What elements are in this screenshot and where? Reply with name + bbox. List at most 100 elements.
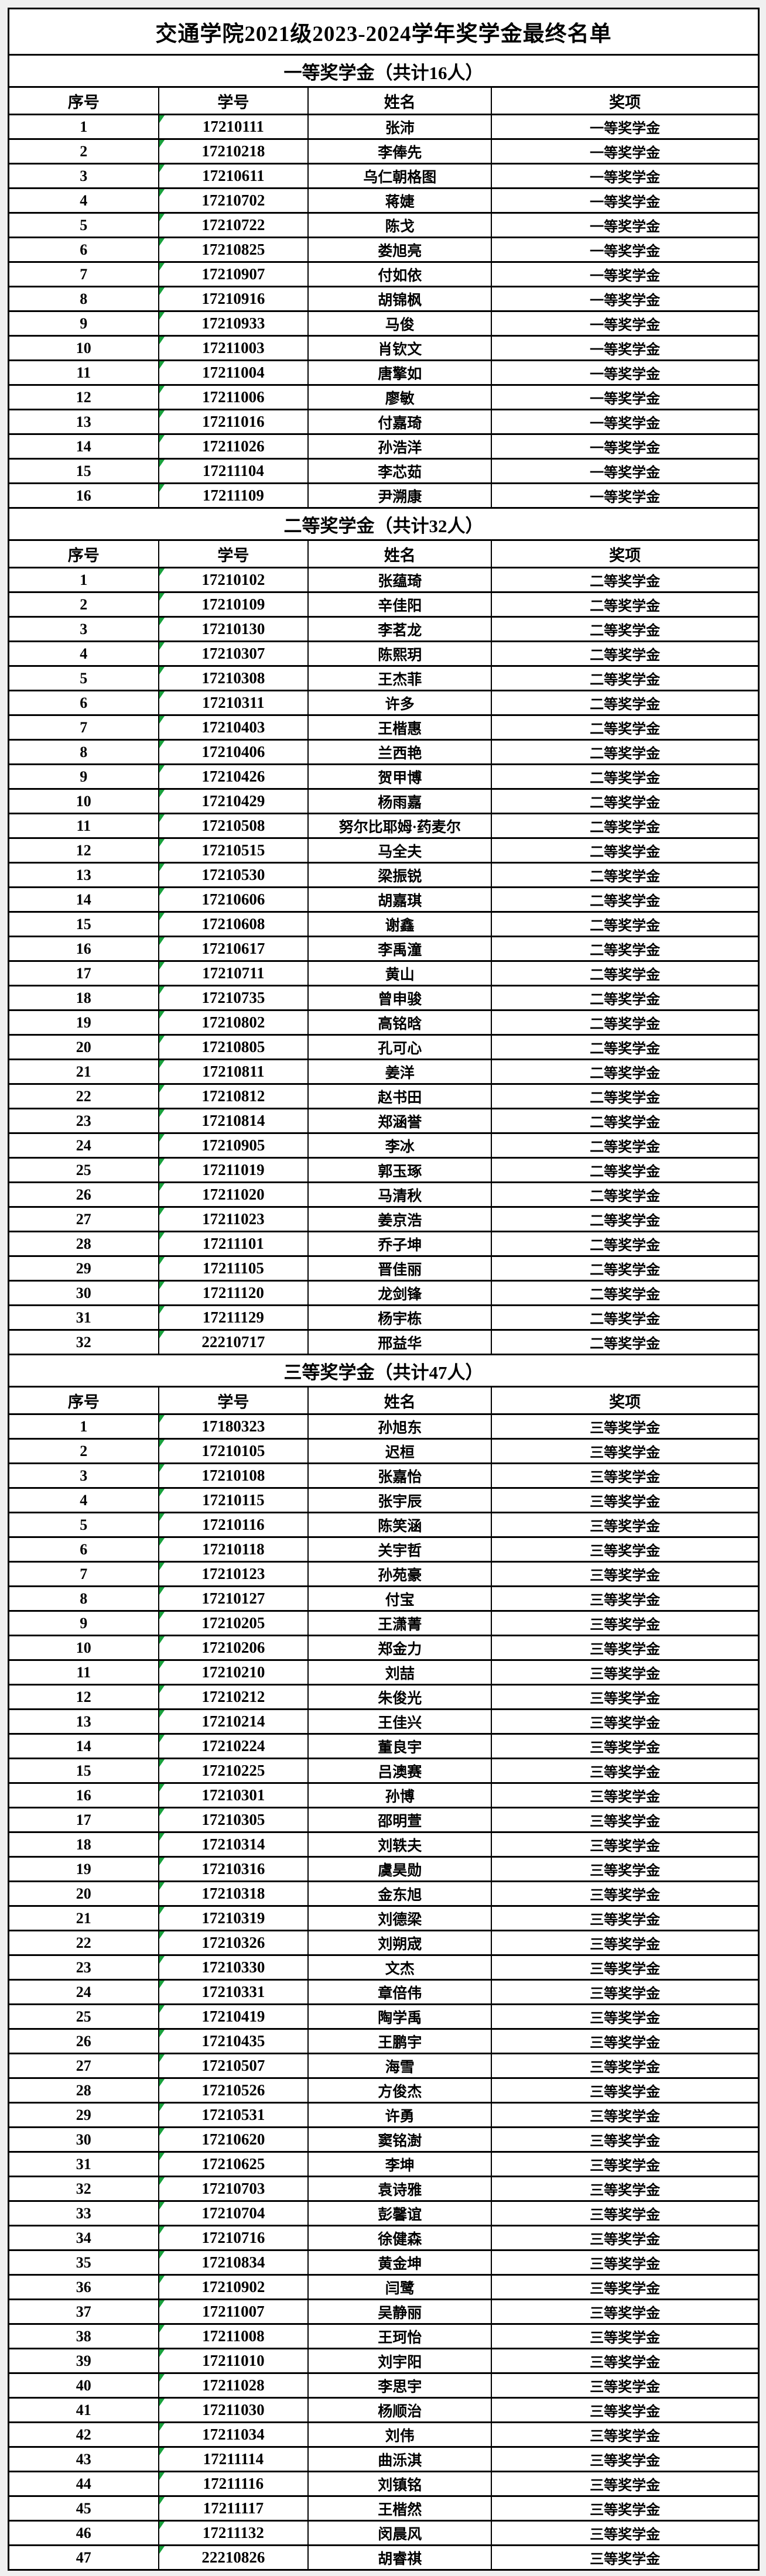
cell-name: 孙苑豪 bbox=[309, 1563, 493, 1585]
green-triangle-icon bbox=[159, 1489, 165, 1496]
cell-name: 杨宇栋 bbox=[309, 1306, 493, 1329]
cell-student-id: 17211129 bbox=[159, 1306, 309, 1329]
green-triangle-icon bbox=[159, 2522, 165, 2529]
cell-award: 二等奖学金 bbox=[590, 1287, 661, 1303]
table-row: 8 17210406 兰西艳 二等奖学金 bbox=[9, 741, 758, 765]
cell-name: 窦铭澍 bbox=[309, 2128, 493, 2151]
cell-award: 二等奖学金 bbox=[590, 599, 661, 614]
column-header-index: 序号 bbox=[9, 541, 159, 567]
cell-index: 33 bbox=[9, 2202, 159, 2225]
cell-student-id: 17210834 bbox=[159, 2251, 309, 2274]
cell-name: 张嘉怡 bbox=[309, 1464, 493, 1487]
table-row: 28 17211101 乔子坤 二等奖学金 bbox=[9, 1232, 758, 1257]
green-triangle-icon bbox=[159, 1306, 165, 1314]
cell-student-id: 17210224 bbox=[159, 1735, 309, 1758]
column-header-award: 奖项 bbox=[609, 93, 641, 111]
cell-name: 孙旭东 bbox=[309, 1415, 493, 1438]
cell-index: 7 bbox=[9, 263, 159, 286]
cell-award: 三等奖学金 bbox=[590, 2208, 661, 2223]
cell-name: 李坤 bbox=[309, 2153, 493, 2176]
cell-name: 高铭晗 bbox=[309, 1011, 493, 1034]
table-row: 31 17210625 李坤 三等奖学金 bbox=[9, 2153, 758, 2177]
cell-name: 付宝 bbox=[309, 1587, 493, 1610]
cell-award: 一等奖学金 bbox=[590, 293, 661, 309]
cell-index: 34 bbox=[9, 2226, 159, 2249]
cell-name: 廖敏 bbox=[309, 386, 493, 409]
table-row: 5 17210116 陈笑涵 三等奖学金 bbox=[9, 1513, 758, 1538]
cell-student-id: 17210406 bbox=[159, 741, 309, 763]
green-triangle-icon bbox=[159, 2104, 165, 2111]
cell-award: 二等奖学金 bbox=[590, 1017, 661, 1032]
green-triangle-icon bbox=[159, 1858, 165, 1865]
cell-index: 13 bbox=[9, 410, 159, 433]
cell-student-id: 17210316 bbox=[159, 1858, 309, 1880]
cell-index: 10 bbox=[9, 790, 159, 813]
cell-award: 三等奖学金 bbox=[590, 1470, 661, 1485]
cell-award: 二等奖学金 bbox=[590, 1263, 661, 1278]
green-triangle-icon bbox=[159, 2300, 165, 2308]
cell-student-id: 17211132 bbox=[159, 2522, 309, 2544]
cell-award: 一等奖学金 bbox=[590, 416, 661, 431]
cell-index: 15 bbox=[9, 1759, 159, 1782]
cell-index: 32 bbox=[9, 2177, 159, 2200]
cell-name: 海雪 bbox=[309, 2054, 493, 2077]
cell-award: 三等奖学金 bbox=[590, 1544, 661, 1559]
cell-award: 二等奖学金 bbox=[590, 943, 661, 958]
green-triangle-icon bbox=[159, 716, 165, 724]
cell-index: 9 bbox=[9, 765, 159, 788]
cell-index: 2 bbox=[9, 593, 159, 616]
green-triangle-icon bbox=[159, 2030, 165, 2037]
table-row: 24 17210331 章倍伟 三等奖学金 bbox=[9, 1981, 758, 2005]
cell-name: 兰西艳 bbox=[309, 741, 493, 763]
cell-name: 晋佳丽 bbox=[309, 1257, 493, 1280]
cell-index: 45 bbox=[9, 2497, 159, 2520]
cell-index: 5 bbox=[9, 214, 159, 237]
cell-name: 马全夫 bbox=[309, 839, 493, 862]
green-triangle-icon bbox=[159, 1538, 165, 1546]
cell-index: 30 bbox=[9, 1282, 159, 1304]
table-row: 13 17210214 王佳兴 三等奖学金 bbox=[9, 1710, 758, 1735]
cell-index: 26 bbox=[9, 2030, 159, 2053]
cell-student-id: 17210218 bbox=[159, 140, 309, 163]
cell-name: 黄金坤 bbox=[309, 2251, 493, 2274]
table-row: 45 17211117 王楷然 三等奖学金 bbox=[9, 2497, 758, 2522]
green-triangle-icon bbox=[159, 593, 165, 601]
cell-award: 三等奖学金 bbox=[590, 2331, 661, 2346]
green-triangle-icon bbox=[159, 888, 165, 896]
green-triangle-icon bbox=[159, 1907, 165, 1914]
cell-student-id: 17210933 bbox=[159, 312, 309, 335]
cell-name: 胡睿祺 bbox=[309, 2546, 493, 2569]
green-triangle-icon bbox=[159, 2005, 165, 2013]
cell-student-id: 17210301 bbox=[159, 1784, 309, 1807]
cell-name: 李冰 bbox=[309, 1134, 493, 1157]
cell-award: 二等奖学金 bbox=[590, 919, 661, 934]
green-triangle-icon bbox=[159, 1710, 165, 1718]
cell-award: 三等奖学金 bbox=[590, 1667, 661, 1682]
cell-name: 乌仁朝格图 bbox=[309, 165, 493, 187]
cell-name: 方俊杰 bbox=[309, 2079, 493, 2102]
table-row: 10 17211003 肖钦文 一等奖学金 bbox=[9, 337, 758, 361]
table-row: 14 17210224 董良宇 三等奖学金 bbox=[9, 1735, 758, 1759]
table-row: 3 17210108 张嘉怡 三等奖学金 bbox=[9, 1464, 758, 1489]
cell-student-id: 17211020 bbox=[159, 1183, 309, 1206]
cell-index: 4 bbox=[9, 642, 159, 665]
cell-index: 6 bbox=[9, 1538, 159, 1561]
cell-award: 三等奖学金 bbox=[590, 2478, 661, 2493]
cell-award: 三等奖学金 bbox=[590, 2552, 661, 2567]
cell-award: 三等奖学金 bbox=[590, 1765, 661, 1780]
cell-student-id: 17210606 bbox=[159, 888, 309, 911]
cell-name: 许勇 bbox=[309, 2104, 493, 2126]
cell-student-id: 17210108 bbox=[159, 1464, 309, 1487]
cell-student-id: 17211105 bbox=[159, 1257, 309, 1280]
table-row: 1 17210102 张蕴琦 二等奖学金 bbox=[9, 568, 758, 593]
table-row: 22 17210812 赵书田 二等奖学金 bbox=[9, 1085, 758, 1109]
cell-name: 刘德梁 bbox=[309, 1907, 493, 1930]
cell-student-id: 17211004 bbox=[159, 361, 309, 384]
cell-index: 17 bbox=[9, 1808, 159, 1831]
green-triangle-icon bbox=[159, 1440, 165, 1447]
cell-index: 2 bbox=[9, 140, 159, 163]
green-triangle-icon bbox=[159, 1011, 165, 1019]
green-triangle-icon bbox=[159, 1464, 165, 1472]
table-row: 30 17210620 窦铭澍 三等奖学金 bbox=[9, 2128, 758, 2153]
cell-award: 二等奖学金 bbox=[590, 894, 661, 909]
